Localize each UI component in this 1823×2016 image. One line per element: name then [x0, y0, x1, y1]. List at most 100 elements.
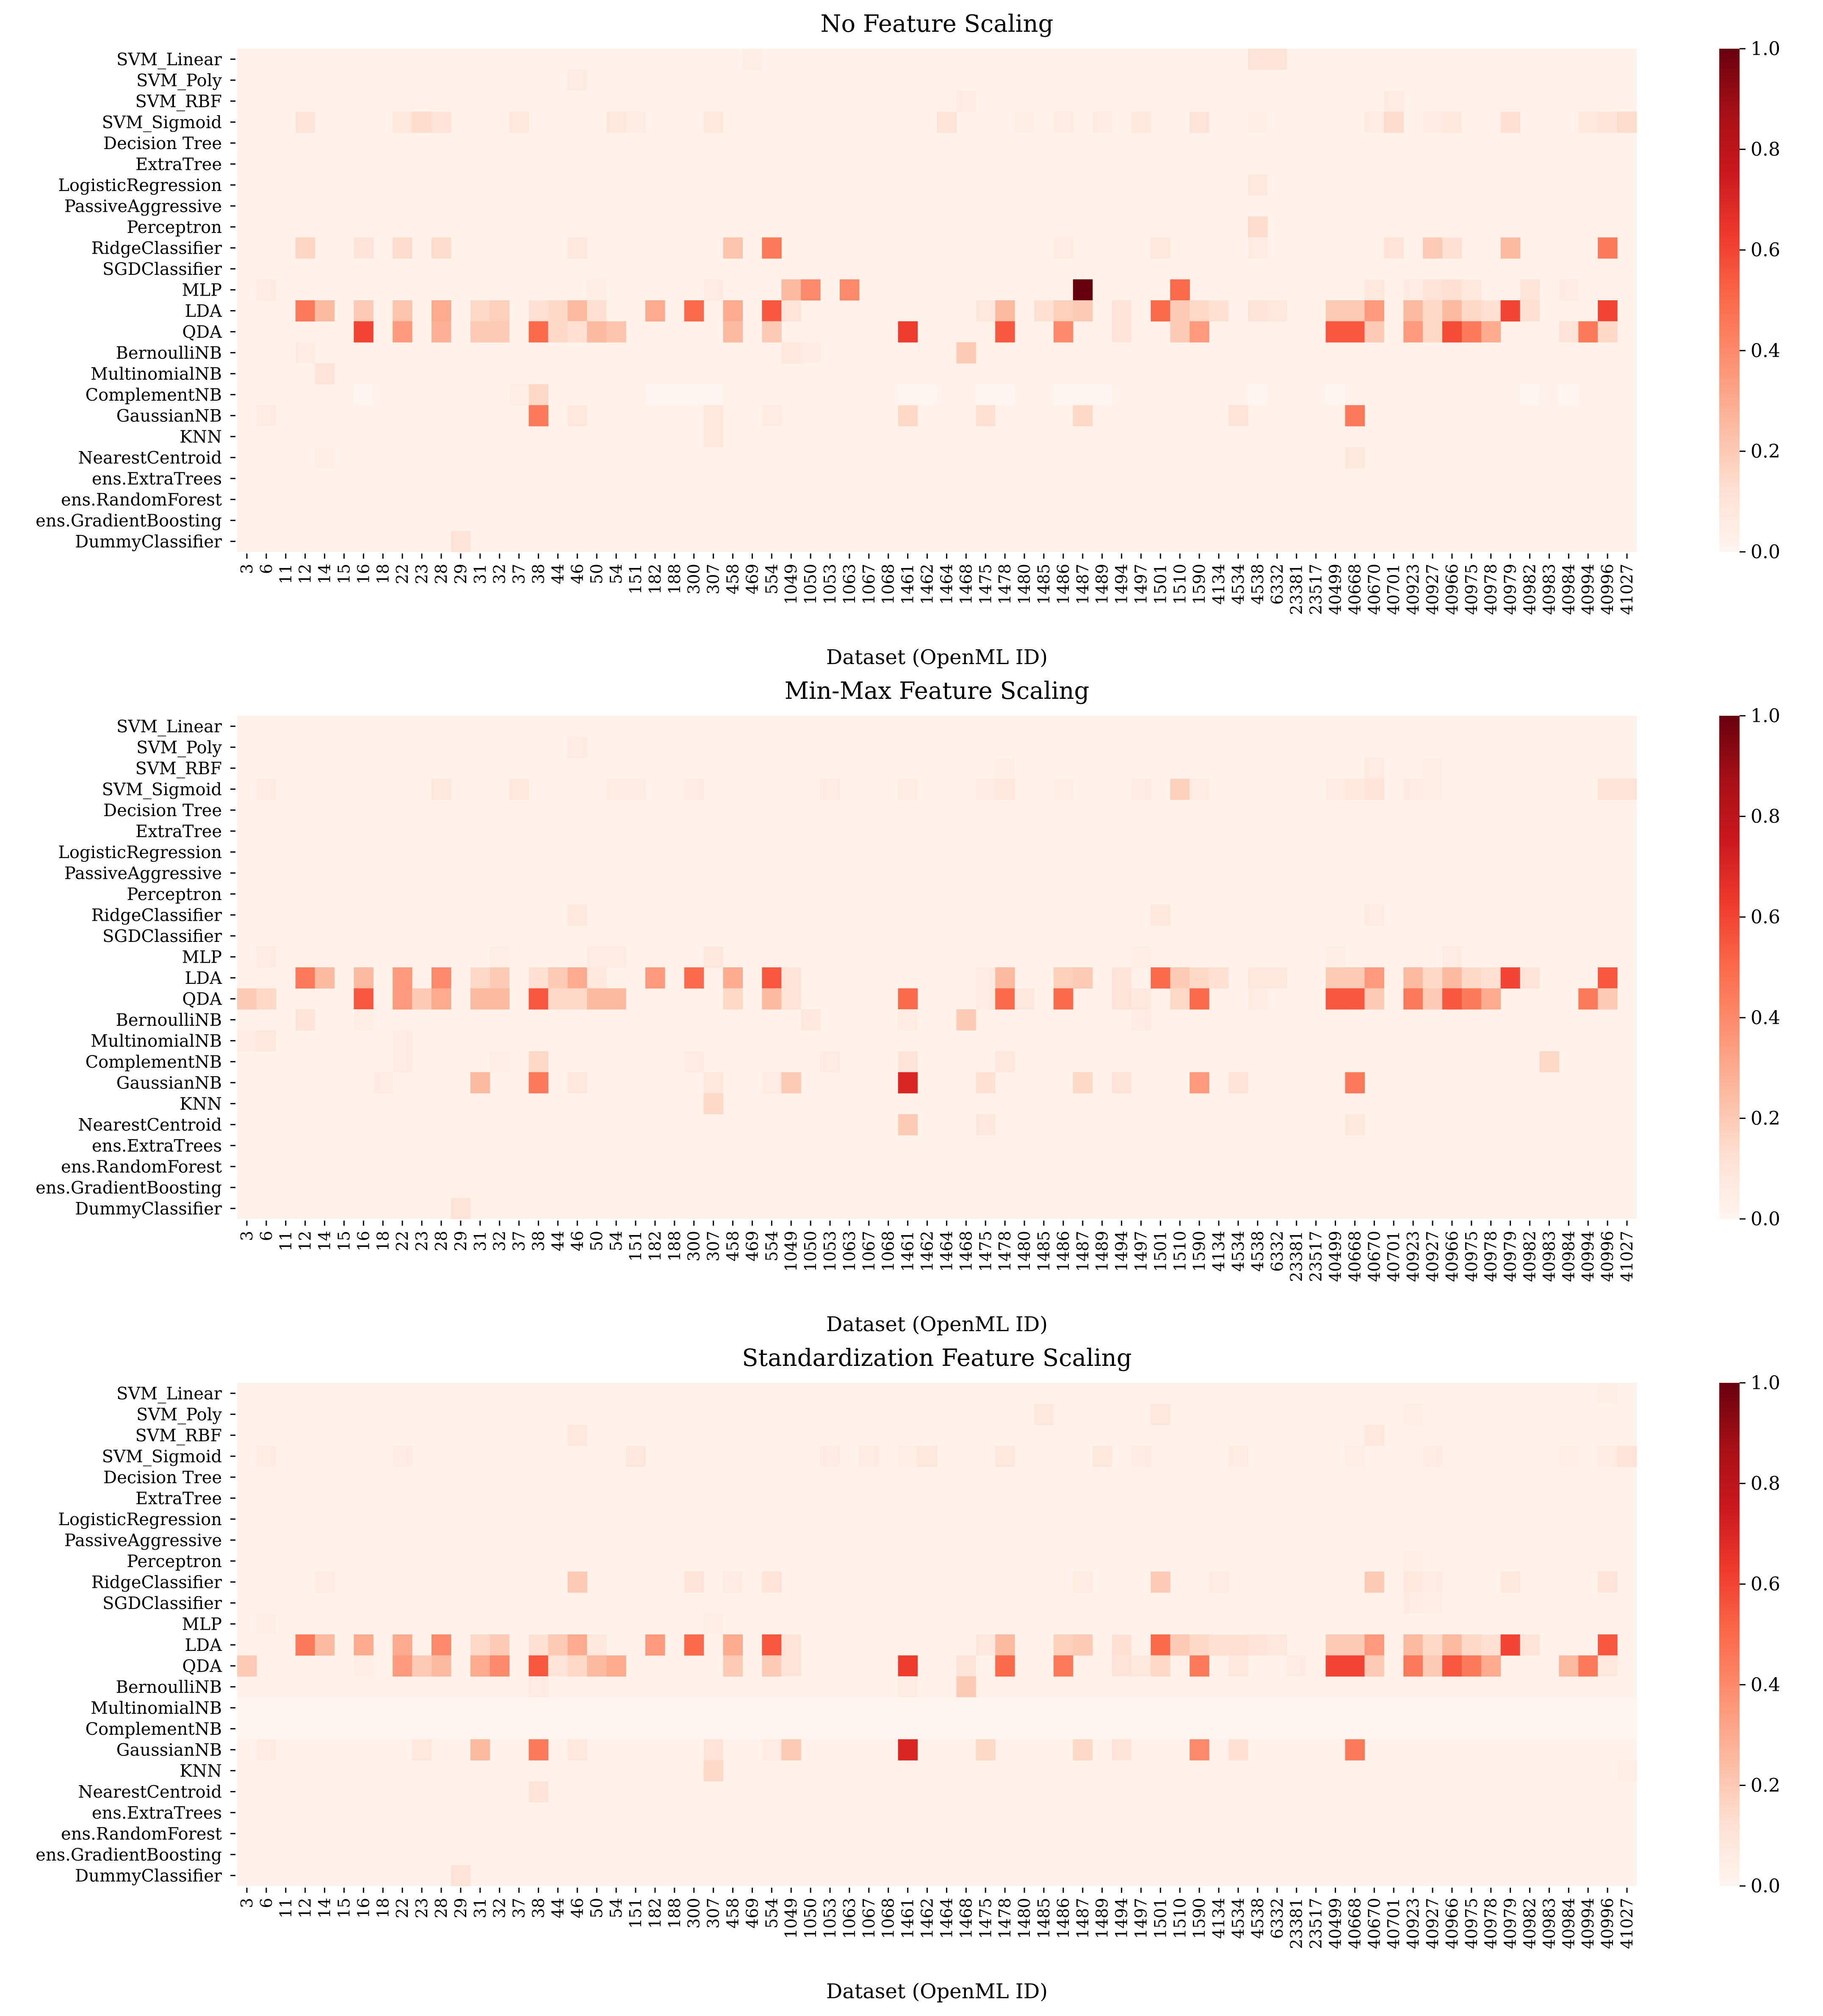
x-tick-label: 1049 — [782, 564, 800, 605]
heatmap-cell — [1053, 321, 1073, 343]
heatmap-cell — [976, 988, 996, 1010]
heatmap-cell — [315, 967, 335, 989]
x-tick-label: 4134 — [1209, 564, 1228, 605]
x-tick-label: 3 — [238, 564, 256, 574]
x-tick-label: 40984 — [1559, 564, 1578, 615]
heatmap-cell — [1190, 778, 1209, 800]
heatmap-cell — [1073, 1739, 1093, 1761]
heatmap-cell — [528, 1634, 549, 1656]
x-tick-label: 1475 — [976, 564, 995, 605]
x-tick-label: 15 — [335, 1231, 353, 1251]
heatmap-cell — [315, 363, 335, 385]
x-tick-label: 40668 — [1345, 564, 1364, 615]
heatmap-cell — [548, 988, 568, 1010]
heatmap-cell — [490, 1697, 510, 1719]
y-tick-label: Perceptron — [127, 1552, 222, 1571]
heatmap-cell — [567, 237, 587, 259]
heatmap-cell — [432, 111, 451, 133]
x-tick-label: 41027 — [1618, 1898, 1636, 1949]
y-tick-label: PassiveAggressive — [64, 197, 222, 216]
heatmap-cell — [1228, 405, 1248, 426]
heatmap-cell — [859, 1446, 879, 1467]
heatmap-cell — [587, 300, 607, 322]
heatmap-cell — [976, 384, 996, 406]
y-tick-label: RidgeClassifier — [91, 1573, 222, 1592]
heatmap-cell — [295, 1634, 315, 1656]
heatmap-cell — [237, 988, 257, 1010]
heatmap-cell — [703, 426, 724, 448]
x-tick-label: 23 — [412, 1898, 431, 1918]
heatmap-cell — [606, 778, 626, 800]
heatmap-cell — [1190, 1718, 1209, 1740]
heatmap-cell — [354, 1697, 373, 1719]
heatmap-cell — [1500, 1718, 1521, 1740]
heatmap-cell — [1073, 384, 1093, 406]
heatmap-cell — [451, 531, 471, 552]
heatmap-cell — [703, 1093, 724, 1115]
heatmap-cell — [548, 1697, 568, 1719]
x-tick-label: 40499 — [1326, 1231, 1345, 1282]
x-tick-label: 1487 — [1073, 1231, 1092, 1272]
x-tick-label: 12 — [296, 564, 315, 584]
heatmap-cell — [976, 1072, 996, 1094]
heatmap-cell — [1228, 1739, 1248, 1761]
heatmap-cell — [1364, 1718, 1384, 1740]
heatmap-cell — [548, 1655, 568, 1677]
heatmap-cell — [567, 300, 587, 322]
x-tick-label: 1067 — [860, 1898, 878, 1939]
y-tick-label: MLP — [182, 947, 222, 967]
heatmap-cell — [1520, 279, 1540, 301]
y-tick-label: ens.RandomForest — [61, 1824, 222, 1844]
heatmap-cell — [393, 1655, 412, 1677]
x-tick-label: 1510 — [1170, 564, 1189, 605]
y-tick-label: ExtraTree — [136, 822, 222, 841]
colorbar-tick-label: 0.8 — [1751, 1473, 1780, 1495]
colorbar-tick-label: 0.0 — [1751, 541, 1780, 563]
heatmap-cell — [1423, 1655, 1443, 1677]
heatmap-cell — [1598, 111, 1618, 133]
heatmap-cell — [762, 1072, 782, 1094]
x-tick-label: 40996 — [1598, 1231, 1617, 1282]
x-tick-label: 41027 — [1618, 564, 1636, 615]
colorbar-tick-label: 0.0 — [1751, 1208, 1780, 1230]
x-tick-label: 1475 — [976, 1898, 995, 1939]
x-axis-label: Dataset (OpenML ID) — [826, 645, 1048, 669]
heatmap-cell — [412, 1655, 432, 1677]
y-tick-label: DummyClassifier — [75, 532, 222, 551]
heatmap-cell — [645, 967, 665, 989]
heatmap-cell — [1403, 321, 1423, 343]
x-tick-label: 1067 — [860, 564, 878, 605]
heatmap-cell — [1520, 1697, 1540, 1719]
heatmap-cell — [1073, 405, 1093, 426]
x-tick-label: 15 — [335, 1898, 353, 1918]
heatmap-cell — [509, 778, 529, 800]
heatmap-cell — [334, 1718, 354, 1740]
heatmap-cell — [995, 300, 1015, 322]
heatmap-cell — [256, 1739, 277, 1761]
heatmap-cell — [703, 1739, 724, 1761]
x-tick-label: 188 — [665, 1231, 684, 1262]
heatmap-cell — [626, 1697, 646, 1719]
heatmap-cell — [1053, 1655, 1073, 1677]
heatmap-cell — [432, 967, 451, 989]
heatmap-cell — [432, 988, 451, 1010]
heatmap-cell — [1384, 91, 1404, 112]
heatmap-cell — [1384, 237, 1404, 259]
heatmap-cell — [1092, 111, 1112, 133]
x-tick-label: 40668 — [1345, 1898, 1364, 1949]
heatmap-cell — [373, 1697, 393, 1719]
heatmap-cell — [762, 1739, 782, 1761]
heatmap-cell — [723, 988, 743, 1010]
colorbar-tick-label: 0.2 — [1751, 440, 1780, 462]
heatmap-cell — [606, 111, 626, 133]
heatmap-cell — [1403, 1551, 1423, 1572]
y-tick-label: SVM_RBF — [135, 92, 222, 111]
x-tick-label: 554 — [762, 564, 781, 595]
y-tick-label: GaussianNB — [116, 406, 222, 426]
heatmap-cell — [1190, 1072, 1209, 1094]
heatmap-cell — [1228, 1697, 1248, 1719]
heatmap-cell — [587, 967, 607, 989]
x-tick-label: 307 — [704, 1898, 723, 1929]
heatmap-cell — [1345, 988, 1365, 1010]
heatmap-cell — [723, 321, 743, 343]
